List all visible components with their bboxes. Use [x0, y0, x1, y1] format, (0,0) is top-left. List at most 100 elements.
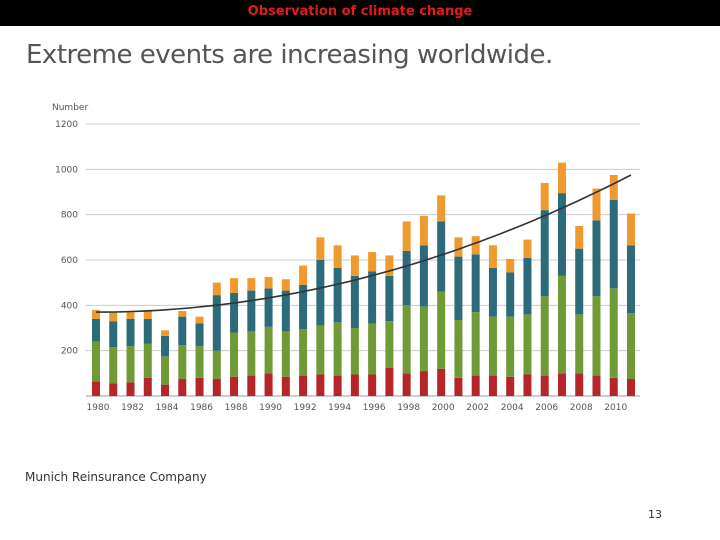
bar-segment-meteorological	[454, 320, 463, 378]
y-axis-label: Number	[52, 103, 88, 113]
bar-segment-meteorological	[143, 343, 152, 378]
x-axis: 1980 1982 1984 1986 1988 1990 1992 1994 1996 1998…	[87, 403, 628, 413]
bar-segment-hydrological	[281, 290, 290, 332]
title-bar	[0, 0, 720, 26]
bar-segment-hydrological	[575, 248, 584, 315]
x-tick-label: 1996	[363, 403, 386, 413]
bar-segment-climatological	[126, 312, 135, 319]
bar-segment-hydrological	[126, 318, 135, 347]
bar-segment-geophysical	[592, 375, 601, 396]
bar-segment-geophysical	[264, 373, 273, 396]
bar-segment-hydrological	[419, 245, 428, 307]
bar-segment-hydrological	[178, 316, 187, 345]
bar-segment-climatological	[506, 258, 515, 273]
bar-segment-meteorological	[437, 291, 446, 369]
y-tick-label: 200	[61, 347, 78, 357]
bar-segment-hydrological	[592, 220, 601, 297]
bar-segment-geophysical	[281, 376, 290, 396]
bar-segment-climatological	[523, 239, 532, 258]
bar-segment-climatological	[385, 255, 394, 276]
bar-segment-geophysical	[575, 373, 584, 396]
bar-segment-hydrological	[350, 275, 359, 328]
x-tick-label: 2008	[570, 403, 593, 413]
bar-segment-geophysical	[92, 381, 100, 396]
bar-segment-meteorological	[316, 325, 325, 375]
bar-segment-hydrological	[143, 318, 152, 344]
bar-segment-geophysical	[523, 374, 532, 396]
bar-segment-geophysical	[247, 375, 256, 396]
bar-segment-hydrological	[437, 221, 446, 292]
bar-segment-meteorological	[109, 347, 118, 384]
x-tick-label: 1988	[225, 403, 248, 413]
bar-segment-geophysical	[299, 375, 308, 396]
x-tick-label: 2010	[604, 403, 627, 413]
bar-segment-meteorological	[333, 322, 342, 376]
bar-segment-climatological	[402, 221, 411, 251]
bar-segment-hydrological	[627, 245, 635, 314]
bar-segment-geophysical	[437, 368, 446, 396]
bar-segment-geophysical	[143, 377, 152, 396]
y-tick-label: 800	[61, 211, 78, 221]
bar-segment-climatological	[281, 279, 290, 291]
bar-segment-hydrological	[609, 199, 618, 289]
bar-segment-meteorological	[592, 296, 601, 376]
bar-segment-meteorological	[402, 305, 411, 374]
y-tick-label: 400	[61, 301, 78, 311]
x-tick-label: 2006	[535, 403, 558, 413]
bar-segment-meteorological	[540, 296, 549, 376]
bar-segment-climatological	[557, 162, 566, 194]
x-tick-label: 1984	[156, 403, 179, 413]
bar-segment-geophysical	[109, 383, 118, 396]
bar-segment-meteorological	[161, 356, 170, 385]
presentation-title: Observation of climate change	[247, 4, 473, 19]
bar-segment-geophysical	[161, 384, 170, 396]
bar-segment-meteorological	[178, 345, 187, 379]
bar-segment-climatological	[454, 237, 463, 257]
bar-segment-climatological	[264, 277, 273, 289]
bar-segment-climatological	[419, 215, 428, 246]
bar-segment-hydrological	[109, 321, 118, 348]
bar-segment-hydrological	[454, 256, 463, 321]
bar-segment-hydrological	[368, 271, 377, 324]
bar-segment-climatological	[333, 245, 342, 268]
bar-segment-meteorological	[92, 341, 100, 382]
bar-segment-geophysical	[333, 375, 342, 396]
bar-segment-climatological	[230, 278, 239, 293]
x-tick-label: 2000	[432, 403, 455, 413]
bar-segment-meteorological	[368, 323, 377, 375]
bar-segment-climatological	[488, 245, 497, 268]
bar-segment-climatological	[299, 265, 308, 285]
bar-segment-climatological	[592, 188, 601, 221]
x-tick-label: 1994	[328, 403, 351, 413]
y-tick-label: 1000	[55, 165, 78, 175]
bar-segment-hydrological	[402, 250, 411, 306]
y-axis: 200 400 600 800 1000 1200	[55, 120, 78, 357]
bar-segment-geophysical	[126, 382, 135, 396]
x-tick-label: 1982	[121, 403, 144, 413]
x-tick-label: 1980	[87, 403, 110, 413]
bar-segment-hydrological	[333, 267, 342, 323]
bar-stacks	[92, 162, 635, 396]
bar-segment-meteorological	[212, 350, 221, 379]
bar-segment-geophysical	[402, 373, 411, 396]
bar-segment-geophysical	[454, 377, 463, 396]
bar-segment-climatological	[247, 278, 256, 291]
bar-segment-meteorological	[557, 275, 566, 374]
bar-segment-climatological	[178, 311, 187, 317]
bar-segment-meteorological	[126, 346, 135, 383]
x-tick-label: 1998	[397, 403, 420, 413]
bar-segment-geophysical	[609, 377, 618, 396]
y-tick-label: 1200	[55, 120, 78, 130]
bar-segment-climatological	[437, 195, 446, 222]
bar-segment-hydrological	[264, 288, 273, 327]
bar-segment-meteorological	[488, 316, 497, 376]
bar-segment-geophysical	[195, 377, 204, 396]
bar-segment-climatological	[195, 316, 204, 324]
x-tick-label: 1986	[190, 403, 213, 413]
bar-segment-geophysical	[557, 373, 566, 396]
bar-segment-hydrological	[247, 290, 256, 332]
bar-segment-geophysical	[350, 374, 359, 396]
source-credit: Munich Reinsurance Company	[25, 470, 207, 484]
bar-segment-hydrological	[488, 267, 497, 317]
